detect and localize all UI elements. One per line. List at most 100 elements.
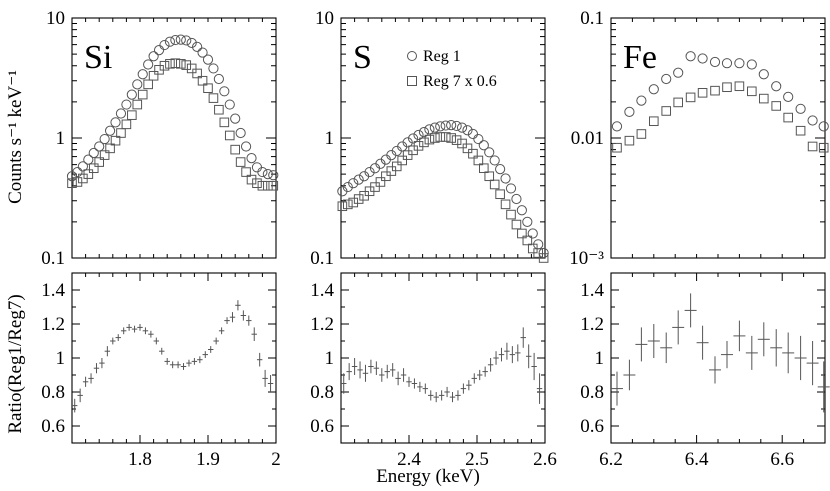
data-point [648,84,659,95]
y-tick-label: 1 [325,128,335,149]
data-point [783,112,793,123]
panel-si-ratio: 0.6 0.8 1 1.2 1.4 1.8 1.9 2 [41,272,281,470]
y-tick-label: 0.1 [310,248,334,269]
y-tick-label: 0.1 [580,8,604,29]
plot-frame [610,272,826,444]
data-point [807,115,818,126]
data-point [697,53,708,64]
data-point [446,133,456,143]
data-point [435,132,446,142]
data-point [235,127,246,139]
data-point [131,325,138,333]
data-point [522,216,533,227]
data-point [536,373,543,404]
data-point [515,344,521,362]
data-point [460,383,467,394]
data-point [251,327,257,341]
data-point [647,324,660,358]
data-point [685,51,696,62]
data-point [229,312,236,323]
data-point [93,363,100,374]
data-point [67,178,77,189]
data-point [745,335,758,370]
data-point [734,81,745,92]
data-point [505,183,517,194]
data-point [121,99,132,110]
data-point [148,330,154,338]
y-tick-label: 0.8 [580,382,604,403]
data-point [257,166,268,178]
y-tick-label: 1 [56,128,66,149]
data-point [623,359,636,391]
data-point [527,228,538,239]
data-point [197,47,208,58]
data-point [407,133,419,144]
data-point [413,141,424,151]
data-point [413,129,424,141]
data-point [186,359,192,367]
data-point [500,173,511,184]
data-point [419,137,429,148]
data-point [433,392,439,403]
data-point [511,219,522,230]
y-tick-label: 1.4 [41,280,65,301]
data-point [375,177,386,187]
data-point [203,83,213,94]
panel-fe-ratio: 0.6 0.8 1 1.2 1.4 6.2 6.4 6.6 [580,272,830,470]
data-point [164,36,176,47]
data-point [498,347,505,362]
data-point [484,171,495,182]
data-point [636,129,647,139]
data-point [397,155,407,166]
data-point [479,163,489,174]
data-point [208,63,219,74]
data-point [381,171,391,182]
data-point [673,97,683,108]
y-tick-label: 0.6 [310,416,334,437]
data-point [818,121,829,132]
data-point [88,147,99,159]
data-point [208,93,219,103]
data-point [373,361,380,375]
data-point [516,205,527,216]
data-point [164,358,170,365]
y-tick-label: 0.8 [41,382,65,403]
panel-title: Fe [623,39,657,76]
data-point [520,327,526,348]
data-point [684,293,697,328]
data-point [402,137,413,148]
data-point [137,324,143,331]
data-point [77,388,83,403]
data-point [268,180,279,191]
data-point [758,69,769,80]
data-point [137,69,148,80]
data-point [267,375,274,392]
data-point [99,358,105,369]
data-point [525,344,532,369]
data-point [175,361,181,369]
data-point [478,140,489,151]
data-point [104,125,116,136]
data-point [88,373,94,384]
data-point [467,128,479,140]
data-point [758,93,769,104]
data-point [153,337,160,345]
data-point [132,99,143,110]
data-point [99,150,110,160]
data-point [538,247,549,259]
data-point [351,358,358,375]
data-point [538,253,549,263]
y-axis-label-bottom: Ratio(Reg1/Reg7) [5,294,26,433]
data-point [438,390,445,401]
data-point [120,327,127,335]
data-point [672,310,685,345]
data-point [82,376,89,387]
data-point [159,347,165,355]
data-point [794,335,807,381]
data-point [418,126,430,138]
data-point [72,166,83,178]
data-point [343,199,353,210]
data-point [649,116,659,127]
data-point [202,54,214,65]
data-point [424,134,435,145]
